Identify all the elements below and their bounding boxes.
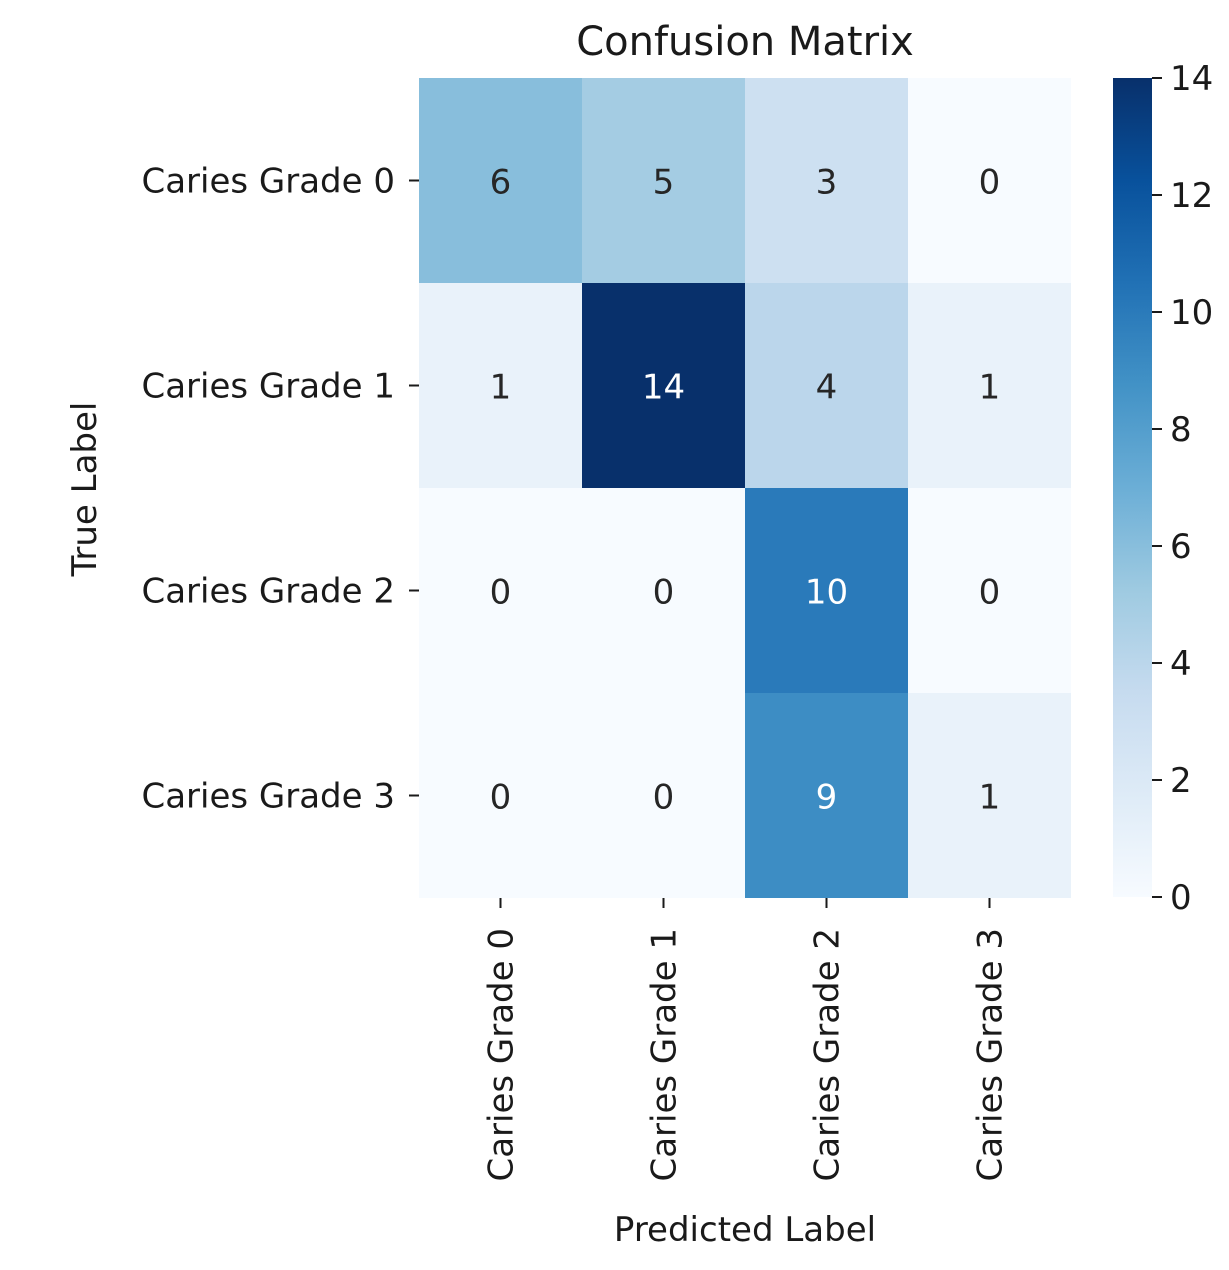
cell-value-label: 0 [979,573,1001,613]
heatmap-cell [908,488,1071,693]
cell-value-label: 4 [816,368,838,408]
colorbar [1113,78,1152,897]
cell-value-label: 9 [816,778,838,818]
heatmap-cell [908,78,1071,283]
colorbar-tick-label: 12 [1170,176,1213,216]
x-axis: Caries Grade 0 Caries Grade 1 Caries Grade… [482,898,1011,1182]
heatmap-cells: 6 5 3 01 14 4 10 0 10 00 0 9 1 [419,78,1071,898]
heatmap-cell [419,78,582,283]
y-axis: Caries Grade 0 Caries Grade 1 Caries Grade… [141,162,419,817]
chart-title: Confusion Matrix [576,19,914,65]
heatmap-cell [582,693,745,898]
heatmap-cell [908,283,1071,488]
cell-value-label: 1 [979,778,1001,818]
y-tick-label: Caries Grade 0 [141,162,395,202]
colorbar-tick-label: 4 [1170,644,1192,684]
heatmap-cell [582,488,745,693]
colorbar-tick-label: 10 [1170,293,1213,333]
heatmap-cell [745,78,908,283]
heatmap-cell [745,488,908,693]
heatmap-cell [582,283,745,488]
colorbar-tick-label: 2 [1170,761,1192,801]
x-tick-label: Caries Grade 2 [808,928,848,1182]
cell-value-label: 0 [490,778,512,818]
colorbar-tick-label: 8 [1170,410,1192,450]
cell-value-label: 3 [816,163,838,203]
heatmap-cell [419,693,582,898]
x-tick-label: Caries Grade 3 [971,928,1011,1182]
cell-value-label: 0 [653,573,675,613]
cell-value-label: 5 [653,163,675,203]
x-tick-label: Caries Grade 0 [482,928,522,1182]
heatmap-cell [745,283,908,488]
x-tick-label: Caries Grade 1 [645,928,685,1182]
cell-value-label: 1 [979,368,1001,408]
x-axis-label: Predicted Label [614,1210,876,1250]
cell-value-label: 6 [490,163,512,203]
colorbar-tick-label: 0 [1170,878,1192,918]
colorbar-ticks: 0 2 4 6 8 10 12 14 [1152,59,1213,918]
y-tick-label: Caries Grade 3 [141,777,395,817]
colorbar-tick-label: 6 [1170,527,1192,567]
y-tick-label: Caries Grade 1 [141,367,395,407]
heatmap-cell [419,283,582,488]
cell-value-label: 0 [979,163,1001,203]
cell-value-label: 10 [805,573,848,613]
cell-value-label: 0 [653,778,675,818]
cell-value-label: 14 [642,368,685,408]
y-axis-label: True Label [65,402,105,578]
heatmap-cell [745,693,908,898]
cell-value-label: 1 [490,368,512,408]
cell-value-label: 0 [490,573,512,613]
y-tick-label: Caries Grade 2 [141,572,395,612]
heatmap-cell [908,693,1071,898]
colorbar-tick-label: 14 [1170,59,1213,99]
heatmap-cell [582,78,745,283]
heatmap-cell [419,488,582,693]
